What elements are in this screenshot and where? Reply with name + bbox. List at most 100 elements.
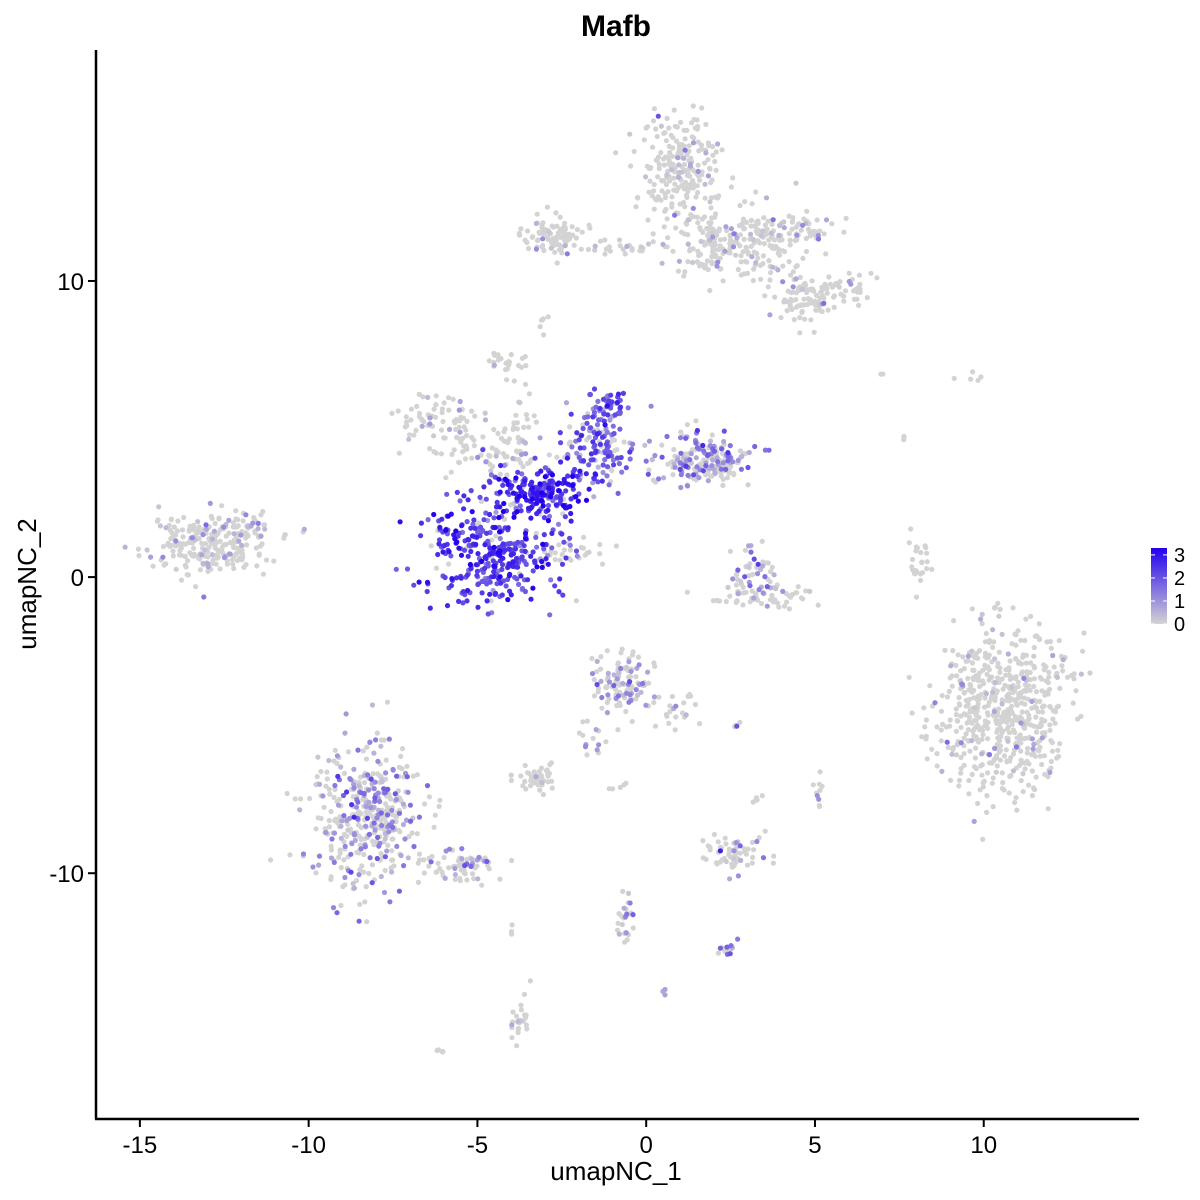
cell-point — [318, 768, 324, 775]
cell-point — [757, 262, 764, 268]
cell-point — [999, 697, 1005, 703]
cell-point — [379, 822, 385, 829]
cell-point — [707, 165, 713, 171]
cell-point — [556, 488, 562, 494]
cell-point — [1033, 774, 1039, 780]
cell-point — [733, 582, 740, 588]
cell-point — [716, 227, 722, 234]
cell-point — [1007, 658, 1013, 664]
cell-point — [704, 258, 711, 264]
cell-point — [1025, 745, 1031, 752]
cell-point — [727, 443, 733, 449]
cell-point — [711, 238, 717, 244]
cell-point — [567, 542, 573, 548]
cell-point — [800, 222, 806, 228]
cell-point — [442, 542, 448, 549]
cell-point — [484, 858, 490, 865]
cell-point — [690, 259, 696, 266]
cell-point — [942, 647, 948, 653]
cell-point — [574, 450, 580, 456]
cell-point — [705, 478, 711, 484]
cell-point — [513, 475, 519, 481]
cell-point — [977, 683, 983, 690]
cell-point — [816, 803, 823, 810]
cell-point — [939, 693, 945, 699]
cell-point — [328, 847, 334, 853]
cell-point — [770, 860, 777, 866]
cell-point — [581, 445, 587, 451]
cell-point — [557, 557, 563, 563]
cell-point — [519, 554, 525, 560]
cell-point — [378, 818, 384, 824]
cell-point — [326, 786, 332, 792]
cell-point — [979, 772, 985, 778]
cell-point — [382, 867, 388, 874]
cell-point — [413, 427, 419, 433]
cell-point — [805, 226, 812, 232]
cell-point — [623, 780, 629, 786]
cell-point — [518, 773, 524, 779]
cell-point — [593, 448, 599, 454]
cell-point — [966, 687, 972, 693]
cell-point — [338, 865, 344, 871]
cell-point — [815, 602, 821, 608]
cell-point — [459, 523, 465, 529]
cell-point — [321, 804, 327, 810]
cell-point — [600, 396, 607, 402]
cell-point — [814, 217, 820, 223]
cell-point — [1009, 703, 1015, 709]
cell-point — [823, 251, 829, 257]
cell-point — [335, 802, 342, 808]
cell-point — [231, 553, 237, 559]
cell-point — [627, 131, 633, 137]
x-tick-label: 10 — [970, 1132, 997, 1159]
cell-point — [638, 244, 644, 250]
cell-point — [984, 809, 990, 816]
cell-point — [1010, 768, 1017, 774]
cell-point — [464, 446, 470, 452]
cell-point — [178, 577, 185, 583]
cell-point — [171, 524, 177, 530]
cell-point — [545, 502, 552, 509]
cell-point — [328, 855, 335, 861]
cell-point — [480, 434, 486, 440]
cell-point — [331, 830, 338, 836]
cell-point — [741, 846, 747, 852]
cell-point — [178, 546, 184, 552]
cell-point — [615, 920, 621, 926]
cell-point — [519, 355, 526, 361]
cell-point — [730, 244, 737, 250]
cell-point — [743, 244, 749, 250]
cell-point — [482, 542, 488, 548]
cell-point — [653, 126, 659, 132]
cell-point — [760, 590, 766, 596]
cell-point — [529, 479, 535, 485]
cell-point — [789, 306, 795, 313]
cell-point — [1033, 714, 1039, 720]
cell-point — [427, 415, 433, 421]
cell-point — [347, 776, 353, 782]
cell-point — [1081, 630, 1087, 636]
cell-point — [592, 243, 598, 249]
cell-point — [630, 649, 636, 655]
cell-point — [549, 545, 555, 551]
cell-point — [337, 847, 343, 853]
cell-point — [385, 786, 391, 792]
cell-point — [742, 574, 748, 580]
cell-point — [287, 852, 293, 858]
cell-point — [499, 562, 506, 568]
cell-point — [707, 199, 713, 205]
cell-point — [746, 543, 752, 549]
cell-point — [549, 472, 556, 478]
cell-point — [260, 508, 266, 515]
cell-point — [690, 103, 696, 109]
cell-point — [722, 236, 728, 242]
cell-point — [669, 201, 675, 207]
cell-point — [501, 429, 507, 435]
cell-point — [326, 817, 332, 824]
cell-point — [371, 786, 377, 792]
cell-point — [776, 604, 782, 610]
cell-point — [721, 438, 727, 445]
cell-point — [993, 719, 999, 725]
cell-point — [958, 740, 964, 746]
